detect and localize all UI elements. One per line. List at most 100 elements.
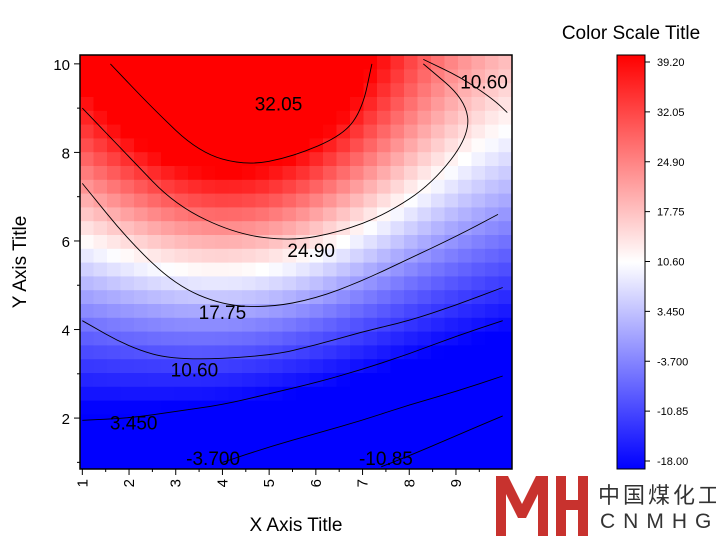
heatmap-cell bbox=[296, 137, 311, 153]
heatmap-cell bbox=[431, 124, 446, 139]
heatmap-cell bbox=[134, 206, 149, 222]
heatmap-cell bbox=[107, 193, 122, 208]
heatmap-cell bbox=[309, 234, 324, 249]
heatmap-cell bbox=[134, 110, 149, 125]
heatmap-cell bbox=[390, 179, 405, 194]
heatmap-cell bbox=[188, 289, 203, 304]
contour-label: -10.85 bbox=[359, 449, 413, 470]
heatmap-cell bbox=[323, 275, 338, 291]
heatmap-cell bbox=[228, 358, 243, 373]
heatmap-cell bbox=[147, 262, 162, 277]
heatmap-cell bbox=[201, 248, 216, 263]
heatmap-cell bbox=[404, 386, 419, 401]
heatmap-cell bbox=[377, 317, 392, 332]
heatmap-cell bbox=[485, 82, 500, 97]
heatmap-cell bbox=[458, 193, 473, 208]
heatmap-cell bbox=[323, 124, 338, 139]
heatmap-cell bbox=[134, 303, 149, 318]
heatmap-cell bbox=[93, 441, 108, 456]
heatmap-cell bbox=[377, 275, 392, 291]
heatmap-cell bbox=[363, 317, 378, 332]
heatmap-cell bbox=[134, 289, 149, 304]
heatmap-cell bbox=[93, 386, 108, 401]
heatmap-cell bbox=[444, 427, 459, 442]
heatmap-cell bbox=[390, 441, 405, 456]
heatmap-cell bbox=[404, 110, 419, 125]
heatmap-cell bbox=[471, 151, 486, 166]
heatmap-cell bbox=[174, 303, 189, 318]
heatmap-cell bbox=[80, 220, 95, 235]
heatmap-cell bbox=[363, 441, 378, 456]
heatmap-cell bbox=[201, 220, 216, 235]
heatmap-cell bbox=[458, 262, 473, 277]
heatmap-cell bbox=[228, 331, 243, 346]
heatmap-cell bbox=[242, 96, 257, 111]
y-tick-label: 8 bbox=[62, 145, 70, 162]
heatmap-cell bbox=[134, 220, 149, 235]
heatmap-cell bbox=[485, 400, 500, 415]
heatmap-cell bbox=[282, 386, 297, 401]
heatmap-cell bbox=[80, 455, 95, 469]
heatmap-cell bbox=[120, 331, 135, 346]
heatmap-cell bbox=[458, 275, 473, 291]
heatmap-cell bbox=[350, 441, 365, 456]
heatmap-cell bbox=[363, 248, 378, 263]
heatmap-cell bbox=[120, 234, 135, 249]
heatmap-cell bbox=[323, 151, 338, 166]
heatmap-cell bbox=[215, 248, 230, 263]
heatmap-cell bbox=[296, 455, 311, 469]
heatmap-cell bbox=[350, 55, 365, 70]
heatmap-cell bbox=[471, 179, 486, 194]
heatmap-cell bbox=[93, 413, 108, 429]
heatmap-cell bbox=[323, 331, 338, 346]
heatmap-cell bbox=[296, 344, 311, 360]
heatmap-cell bbox=[377, 55, 392, 70]
heatmap-cell bbox=[93, 344, 108, 360]
heatmap-cell bbox=[269, 234, 284, 249]
heatmap-cell bbox=[336, 441, 351, 456]
heatmap-cell bbox=[404, 55, 419, 70]
color-scale-tick-label: 3.450 bbox=[657, 306, 685, 318]
heatmap-cell bbox=[80, 331, 95, 346]
heatmap-cell bbox=[458, 234, 473, 249]
heatmap-cell bbox=[390, 151, 405, 166]
heatmap-cell bbox=[350, 220, 365, 235]
heatmap-cell bbox=[242, 413, 257, 429]
heatmap-cell bbox=[147, 289, 162, 304]
heatmap-cell bbox=[120, 137, 135, 153]
heatmap-cell bbox=[282, 220, 297, 235]
heatmap-cell bbox=[309, 206, 324, 222]
heatmap-cell bbox=[107, 179, 122, 194]
heatmap-cell bbox=[228, 165, 243, 180]
heatmap-cell bbox=[161, 372, 176, 387]
heatmap-cell bbox=[296, 68, 311, 84]
heatmap-cell bbox=[350, 262, 365, 277]
heatmap-cell bbox=[228, 234, 243, 249]
heatmap-cell bbox=[174, 165, 189, 180]
x-tick-label: 5 bbox=[261, 479, 278, 487]
heatmap-cell bbox=[147, 344, 162, 360]
heatmap-cell bbox=[93, 427, 108, 442]
heatmap-cell bbox=[471, 372, 486, 387]
heatmap-cell bbox=[431, 413, 446, 429]
heatmap-cell bbox=[242, 372, 257, 387]
heatmap-cell bbox=[134, 248, 149, 263]
heatmap-cell bbox=[201, 262, 216, 277]
y-axis: 2 4 6 8 10 bbox=[53, 57, 80, 463]
heatmap-cell bbox=[188, 400, 203, 415]
heatmap-cell bbox=[444, 372, 459, 387]
heatmap-cell bbox=[255, 96, 270, 111]
heatmap-cell bbox=[498, 372, 512, 387]
heatmap-cell bbox=[188, 372, 203, 387]
heatmap-cell bbox=[323, 386, 338, 401]
heatmap-cell bbox=[282, 455, 297, 469]
heatmap-cell bbox=[282, 110, 297, 125]
heatmap-cell bbox=[147, 441, 162, 456]
heatmap-cell bbox=[255, 68, 270, 84]
heatmap-cell bbox=[336, 96, 351, 111]
heatmap-cell bbox=[323, 234, 338, 249]
heatmap-cell bbox=[93, 289, 108, 304]
contour-lines bbox=[81, 58, 508, 468]
heatmap-cell bbox=[404, 289, 419, 304]
heatmap-cell bbox=[120, 96, 135, 111]
